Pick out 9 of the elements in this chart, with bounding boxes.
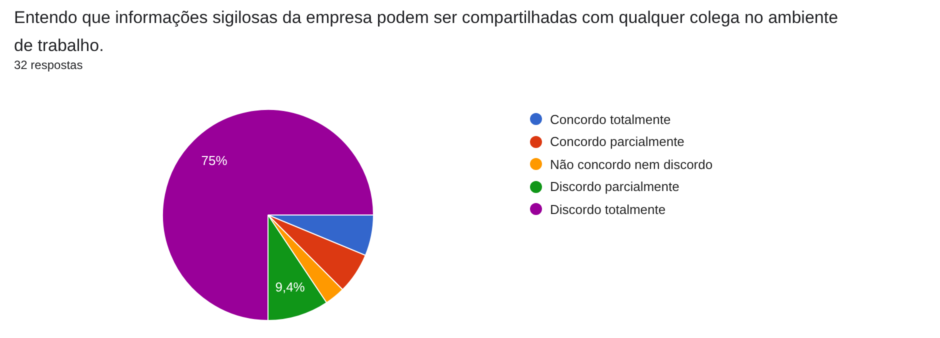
legend-label: Não concordo nem discordo: [550, 156, 713, 172]
legend-label: Discordo parcialmente: [550, 179, 680, 194]
data-label: 75%: [201, 152, 228, 168]
chart-title: Entendo que informações sigilosas da empresa podem ser compartilhadas com qualquer colega no ambiente de trabalho.: [14, 8, 838, 55]
legend-label: Discordo totalmente: [550, 202, 666, 217]
legend-label: Concordo totalmente: [550, 112, 671, 127]
data-label: 9,4%: [275, 279, 306, 294]
text: 32 respostas: [14, 58, 83, 72]
legend-label: Concordo parcialmente: [550, 134, 684, 150]
